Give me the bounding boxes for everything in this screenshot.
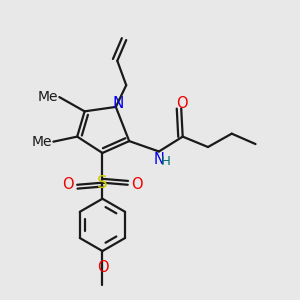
Text: N: N xyxy=(154,152,165,167)
Text: O: O xyxy=(97,260,108,275)
Text: Me: Me xyxy=(32,135,52,149)
Text: H: H xyxy=(160,155,170,168)
Text: Me: Me xyxy=(38,90,58,104)
Text: S: S xyxy=(97,174,108,192)
Text: O: O xyxy=(176,96,188,111)
Text: N: N xyxy=(112,96,124,111)
Text: O: O xyxy=(131,177,142,192)
Text: O: O xyxy=(63,177,74,192)
